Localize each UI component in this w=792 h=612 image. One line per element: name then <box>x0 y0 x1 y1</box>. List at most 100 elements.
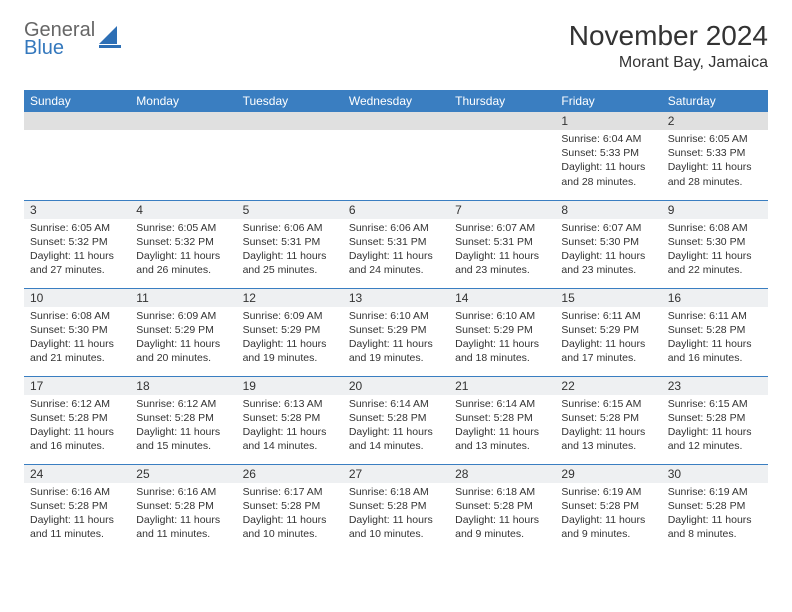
calendar-week-row: 24Sunrise: 6:16 AMSunset: 5:28 PMDayligh… <box>24 464 768 552</box>
sunset-line: Sunset: 5:32 PM <box>30 235 124 249</box>
daylight-line: Daylight: 11 hours and 10 minutes. <box>243 513 337 541</box>
day-number-bar: 9 <box>662 201 768 219</box>
sunrise-line: Sunrise: 6:11 AM <box>668 309 762 323</box>
day-body: Sunrise: 6:08 AMSunset: 5:30 PMDaylight:… <box>662 219 768 282</box>
daylight-line: Daylight: 11 hours and 28 minutes. <box>561 160 655 188</box>
sunset-line: Sunset: 5:29 PM <box>455 323 549 337</box>
day-number-bar: 15 <box>555 289 661 307</box>
day-number-bar <box>343 112 449 130</box>
daylight-line: Daylight: 11 hours and 25 minutes. <box>243 249 337 277</box>
calendar-day-cell: 23Sunrise: 6:15 AMSunset: 5:28 PMDayligh… <box>662 376 768 464</box>
day-body: Sunrise: 6:07 AMSunset: 5:30 PMDaylight:… <box>555 219 661 282</box>
sunset-line: Sunset: 5:28 PM <box>136 499 230 513</box>
day-number-bar: 19 <box>237 377 343 395</box>
weekday-head: Friday <box>555 90 661 112</box>
sunset-line: Sunset: 5:28 PM <box>455 411 549 425</box>
daylight-line: Daylight: 11 hours and 15 minutes. <box>136 425 230 453</box>
daylight-line: Daylight: 11 hours and 27 minutes. <box>30 249 124 277</box>
calendar-day-cell: 15Sunrise: 6:11 AMSunset: 5:29 PMDayligh… <box>555 288 661 376</box>
sunrise-line: Sunrise: 6:10 AM <box>349 309 443 323</box>
day-number-bar <box>449 112 555 130</box>
calendar-day-cell: 1Sunrise: 6:04 AMSunset: 5:33 PMDaylight… <box>555 112 661 200</box>
day-number-bar: 28 <box>449 465 555 483</box>
calendar-body: 1Sunrise: 6:04 AMSunset: 5:33 PMDaylight… <box>24 112 768 552</box>
daylight-line: Daylight: 11 hours and 23 minutes. <box>455 249 549 277</box>
day-body: Sunrise: 6:08 AMSunset: 5:30 PMDaylight:… <box>24 307 130 370</box>
calendar-day-cell: 3Sunrise: 6:05 AMSunset: 5:32 PMDaylight… <box>24 200 130 288</box>
day-body: Sunrise: 6:09 AMSunset: 5:29 PMDaylight:… <box>130 307 236 370</box>
day-number-bar: 27 <box>343 465 449 483</box>
weekday-head: Monday <box>130 90 236 112</box>
sunrise-line: Sunrise: 6:13 AM <box>243 397 337 411</box>
day-body: Sunrise: 6:15 AMSunset: 5:28 PMDaylight:… <box>662 395 768 458</box>
daylight-line: Daylight: 11 hours and 23 minutes. <box>561 249 655 277</box>
daylight-line: Daylight: 11 hours and 9 minutes. <box>561 513 655 541</box>
sunrise-line: Sunrise: 6:06 AM <box>349 221 443 235</box>
sunset-line: Sunset: 5:28 PM <box>243 411 337 425</box>
calendar-day-cell: 12Sunrise: 6:09 AMSunset: 5:29 PMDayligh… <box>237 288 343 376</box>
daylight-line: Daylight: 11 hours and 16 minutes. <box>30 425 124 453</box>
day-body: Sunrise: 6:14 AMSunset: 5:28 PMDaylight:… <box>343 395 449 458</box>
calendar-day-cell: 27Sunrise: 6:18 AMSunset: 5:28 PMDayligh… <box>343 464 449 552</box>
daylight-line: Daylight: 11 hours and 14 minutes. <box>243 425 337 453</box>
sunrise-line: Sunrise: 6:11 AM <box>561 309 655 323</box>
sunset-line: Sunset: 5:31 PM <box>455 235 549 249</box>
daylight-line: Daylight: 11 hours and 13 minutes. <box>455 425 549 453</box>
calendar-day-cell: 7Sunrise: 6:07 AMSunset: 5:31 PMDaylight… <box>449 200 555 288</box>
day-body <box>130 130 236 136</box>
sunset-line: Sunset: 5:30 PM <box>30 323 124 337</box>
logo-word-blue: Blue <box>24 38 95 58</box>
sunrise-line: Sunrise: 6:12 AM <box>136 397 230 411</box>
day-number-bar: 23 <box>662 377 768 395</box>
calendar-day-cell: 29Sunrise: 6:19 AMSunset: 5:28 PMDayligh… <box>555 464 661 552</box>
sail-icon <box>99 26 125 53</box>
day-body: Sunrise: 6:05 AMSunset: 5:32 PMDaylight:… <box>130 219 236 282</box>
sunset-line: Sunset: 5:29 PM <box>243 323 337 337</box>
calendar-table: Sunday Monday Tuesday Wednesday Thursday… <box>24 90 768 552</box>
calendar-day-cell: 16Sunrise: 6:11 AMSunset: 5:28 PMDayligh… <box>662 288 768 376</box>
sunset-line: Sunset: 5:31 PM <box>349 235 443 249</box>
weekday-head: Sunday <box>24 90 130 112</box>
sunset-line: Sunset: 5:28 PM <box>349 499 443 513</box>
day-number-bar: 13 <box>343 289 449 307</box>
calendar-week-row: 10Sunrise: 6:08 AMSunset: 5:30 PMDayligh… <box>24 288 768 376</box>
sunrise-line: Sunrise: 6:14 AM <box>455 397 549 411</box>
daylight-line: Daylight: 11 hours and 11 minutes. <box>136 513 230 541</box>
day-body: Sunrise: 6:10 AMSunset: 5:29 PMDaylight:… <box>449 307 555 370</box>
weekday-head: Thursday <box>449 90 555 112</box>
daylight-line: Daylight: 11 hours and 12 minutes. <box>668 425 762 453</box>
day-number-bar: 29 <box>555 465 661 483</box>
sunrise-line: Sunrise: 6:08 AM <box>30 309 124 323</box>
sunset-line: Sunset: 5:28 PM <box>349 411 443 425</box>
day-body: Sunrise: 6:16 AMSunset: 5:28 PMDaylight:… <box>24 483 130 546</box>
daylight-line: Daylight: 11 hours and 17 minutes. <box>561 337 655 365</box>
calendar-page: General Blue November 2024 Morant Bay, J… <box>0 0 792 572</box>
sunrise-line: Sunrise: 6:05 AM <box>668 132 762 146</box>
sunrise-line: Sunrise: 6:07 AM <box>455 221 549 235</box>
calendar-week-row: 3Sunrise: 6:05 AMSunset: 5:32 PMDaylight… <box>24 200 768 288</box>
sunrise-line: Sunrise: 6:09 AM <box>243 309 337 323</box>
day-body: Sunrise: 6:05 AMSunset: 5:32 PMDaylight:… <box>24 219 130 282</box>
day-body <box>449 130 555 136</box>
calendar-day-cell: 8Sunrise: 6:07 AMSunset: 5:30 PMDaylight… <box>555 200 661 288</box>
logo-text-block: General Blue <box>24 20 95 58</box>
daylight-line: Daylight: 11 hours and 10 minutes. <box>349 513 443 541</box>
sunrise-line: Sunrise: 6:05 AM <box>136 221 230 235</box>
calendar-day-cell: 5Sunrise: 6:06 AMSunset: 5:31 PMDaylight… <box>237 200 343 288</box>
day-number-bar: 10 <box>24 289 130 307</box>
weekday-head: Wednesday <box>343 90 449 112</box>
sunrise-line: Sunrise: 6:05 AM <box>30 221 124 235</box>
sunrise-line: Sunrise: 6:19 AM <box>668 485 762 499</box>
sunset-line: Sunset: 5:29 PM <box>136 323 230 337</box>
sunrise-line: Sunrise: 6:12 AM <box>30 397 124 411</box>
day-body <box>343 130 449 136</box>
sunrise-line: Sunrise: 6:06 AM <box>243 221 337 235</box>
calendar-day-cell <box>130 112 236 200</box>
day-number-bar: 24 <box>24 465 130 483</box>
day-body: Sunrise: 6:12 AMSunset: 5:28 PMDaylight:… <box>24 395 130 458</box>
sunrise-line: Sunrise: 6:07 AM <box>561 221 655 235</box>
calendar-day-cell: 11Sunrise: 6:09 AMSunset: 5:29 PMDayligh… <box>130 288 236 376</box>
day-number-bar: 21 <box>449 377 555 395</box>
day-body: Sunrise: 6:15 AMSunset: 5:28 PMDaylight:… <box>555 395 661 458</box>
location: Morant Bay, Jamaica <box>569 54 768 72</box>
